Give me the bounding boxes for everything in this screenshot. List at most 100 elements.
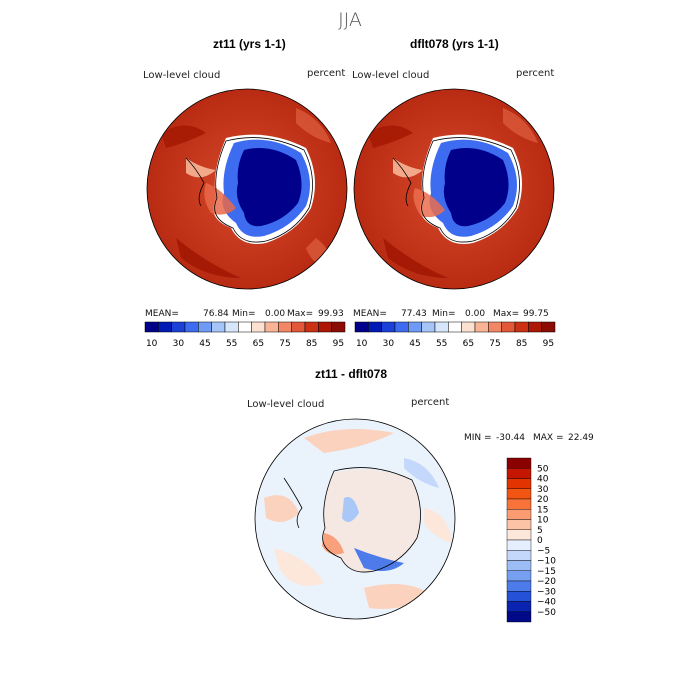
panel-1-title: zt11 (yrs 1-1) [213, 37, 286, 51]
diff-colorbar-tick-label: 50 [537, 464, 549, 474]
colorbar-1-swatch [171, 321, 186, 333]
colorbar-1-swatch [318, 321, 332, 333]
diff-colorbar-tick-label: −10 [537, 557, 556, 567]
colorbar-1-swatch [158, 321, 172, 333]
colorbar-1-tick-label: 30 [173, 339, 185, 349]
colorbar-2-tick-label: 65 [463, 339, 474, 349]
panel-2-units-label: percent [516, 68, 555, 79]
diff-colorbar-tick-label: 20 [537, 495, 549, 505]
colorbar-2-tick-label: 85 [516, 339, 527, 349]
colorbar-1-tick-label: 10 [146, 339, 158, 349]
diff-colorbar-tick-label: 30 [537, 485, 549, 495]
colorbar-1-tick-label: 85 [306, 339, 317, 349]
diff-colorbar-tick-label: 15 [537, 505, 548, 515]
diff-colorbar-tick-label: 0 [537, 536, 543, 546]
diff-max-value: 22.49 [568, 433, 594, 443]
colorbar-2-swatch [421, 321, 436, 333]
diff-colorbar-swatch [506, 601, 532, 612]
colorbar-2-tick-label: 55 [436, 339, 447, 349]
diff-colorbar-swatch [506, 611, 532, 623]
diff-min-label: MIN = [464, 433, 492, 443]
colorbar-1-swatch [224, 321, 239, 333]
diff-colorbar-swatch [506, 560, 532, 571]
colorbar-2-tick-label: 30 [383, 339, 395, 349]
colorbar-2-swatch [474, 321, 489, 333]
colorbar-1-swatch [184, 321, 199, 333]
diff-colorbar-swatch [506, 539, 532, 551]
panel-1-min-label: Min= [232, 309, 256, 319]
diff-colorbar-swatch [506, 570, 532, 582]
colorbar-2-tick-label: 10 [356, 339, 368, 349]
diff-colorbar-tick-label: 10 [537, 516, 549, 526]
colorbar-1-swatch [331, 321, 346, 333]
colorbar-1-swatch [144, 321, 159, 333]
panel-1-variable-label: Low-level cloud [143, 70, 221, 81]
diff-colorbar-swatch [506, 488, 532, 500]
colorbar-2-swatch [514, 321, 529, 333]
diff-colorbar-swatch [506, 591, 532, 602]
map-diff-panel [254, 418, 456, 620]
colorbar-2-swatch [528, 321, 542, 333]
colorbar-1-swatch [264, 321, 279, 333]
colorbar-2-swatch [408, 321, 422, 333]
diff-colorbar-swatch [506, 509, 532, 520]
colorbar-panel-2: 10 30 45 55 65 75 85 95 [354, 321, 556, 349]
diff-colorbar-tick-label: −20 [537, 577, 556, 587]
colorbar-1-swatch [278, 321, 292, 333]
colorbar-2-swatch [368, 321, 382, 333]
colorbar-2-swatch [541, 321, 556, 333]
diff-variable-label: Low-level cloud [247, 399, 325, 410]
diff-panel-title: zt11 - dflt078 [315, 367, 388, 381]
colorbar-1-tick-label: 95 [333, 339, 344, 349]
antarctica-coastline [322, 467, 421, 573]
colorbar-1-tick-label: 55 [226, 339, 237, 349]
diff-negative-region [354, 548, 404, 572]
colorbar-1-swatch [238, 321, 252, 333]
season-title: JJA [338, 9, 362, 31]
diff-colorbar-swatch [506, 519, 532, 530]
colorbar-2-swatch [381, 321, 396, 333]
diff-colorbar-tick-label: −30 [537, 587, 556, 597]
colorbar-1-tick-label: 65 [253, 339, 264, 349]
colorbar-2-swatch [461, 321, 476, 333]
colorbar-2-swatch [501, 321, 516, 333]
panel-1-units-label: percent [307, 68, 346, 79]
diff-min-value: -30.44 [496, 433, 526, 443]
panel-2-min-label: Min= [432, 309, 456, 319]
panel-2-min-value: 0.00 [465, 309, 486, 319]
colorbar-2-swatch [488, 321, 502, 333]
antarctica-coastline [214, 137, 313, 243]
panel-2-mean-label: MEAN= [353, 309, 387, 319]
colorbar-1-swatch [251, 321, 266, 333]
diff-colorbar-swatch [506, 468, 532, 479]
colorbar-panel-1: 10 30 45 55 65 75 85 95 [144, 321, 346, 349]
colorbar-1-swatch [304, 321, 319, 333]
panel-2-title: dflt078 (yrs 1-1) [410, 37, 499, 51]
diff-colorbar-swatch [506, 529, 532, 541]
panel-1-max-value: 99.93 [318, 309, 344, 319]
diff-max-label: MAX = [533, 433, 564, 443]
diff-colorbar-tick-label: −40 [537, 598, 556, 608]
colorbar-2-swatch [434, 321, 449, 333]
antarctica-low-cloud [443, 147, 509, 227]
antarctica-low-cloud [236, 147, 302, 227]
colorbar-1-tick-label: 75 [279, 339, 290, 349]
panel-1-min-value: 0.00 [265, 309, 286, 319]
diff-colorbar-tick-label: 40 [537, 475, 549, 485]
diff-colorbar-tick-label: −50 [537, 608, 556, 618]
panel-1-max-label: Max= [287, 309, 314, 319]
colorbar-1-swatch [211, 321, 226, 333]
diff-colorbar-tick-label: −15 [537, 567, 556, 577]
colorbar-1-swatch [198, 321, 212, 333]
diff-colorbar-swatch [506, 550, 532, 561]
panel-2-max-label: Max= [493, 309, 520, 319]
panel-2-max-value: 99.75 [523, 309, 549, 319]
diff-colorbar-swatch [506, 580, 532, 592]
diff-colorbar-swatch [506, 478, 532, 489]
diff-colorbar-tick-label: −5 [537, 546, 550, 556]
diff-colorbar-swatch [506, 457, 532, 469]
colorbar-2-tick-label: 75 [489, 339, 500, 349]
diff-colorbar-swatch [506, 498, 532, 510]
colorbar-1-tick-label: 45 [199, 339, 210, 349]
